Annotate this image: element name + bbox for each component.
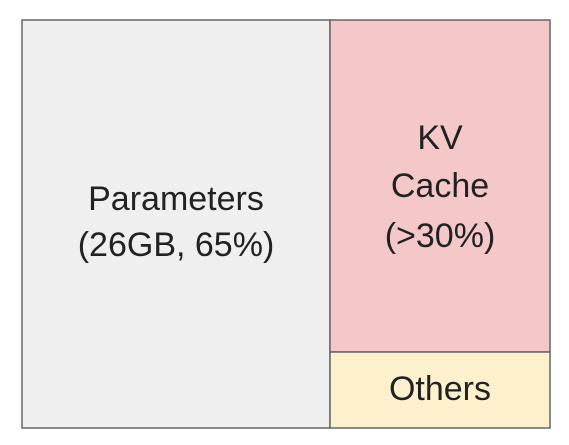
others-block (329, 351, 551, 429)
kv-cache-detail: (>30%) (385, 217, 496, 255)
kv-cache-label: KV (417, 119, 463, 157)
parameters-block (21, 19, 331, 429)
kv-cache-label: Cache (391, 167, 489, 205)
others-label: Others (389, 370, 491, 408)
parameters-label: Parameters (88, 180, 264, 218)
kv-cache-block (329, 19, 551, 353)
parameters-detail: (26GB, 65%) (78, 226, 275, 264)
